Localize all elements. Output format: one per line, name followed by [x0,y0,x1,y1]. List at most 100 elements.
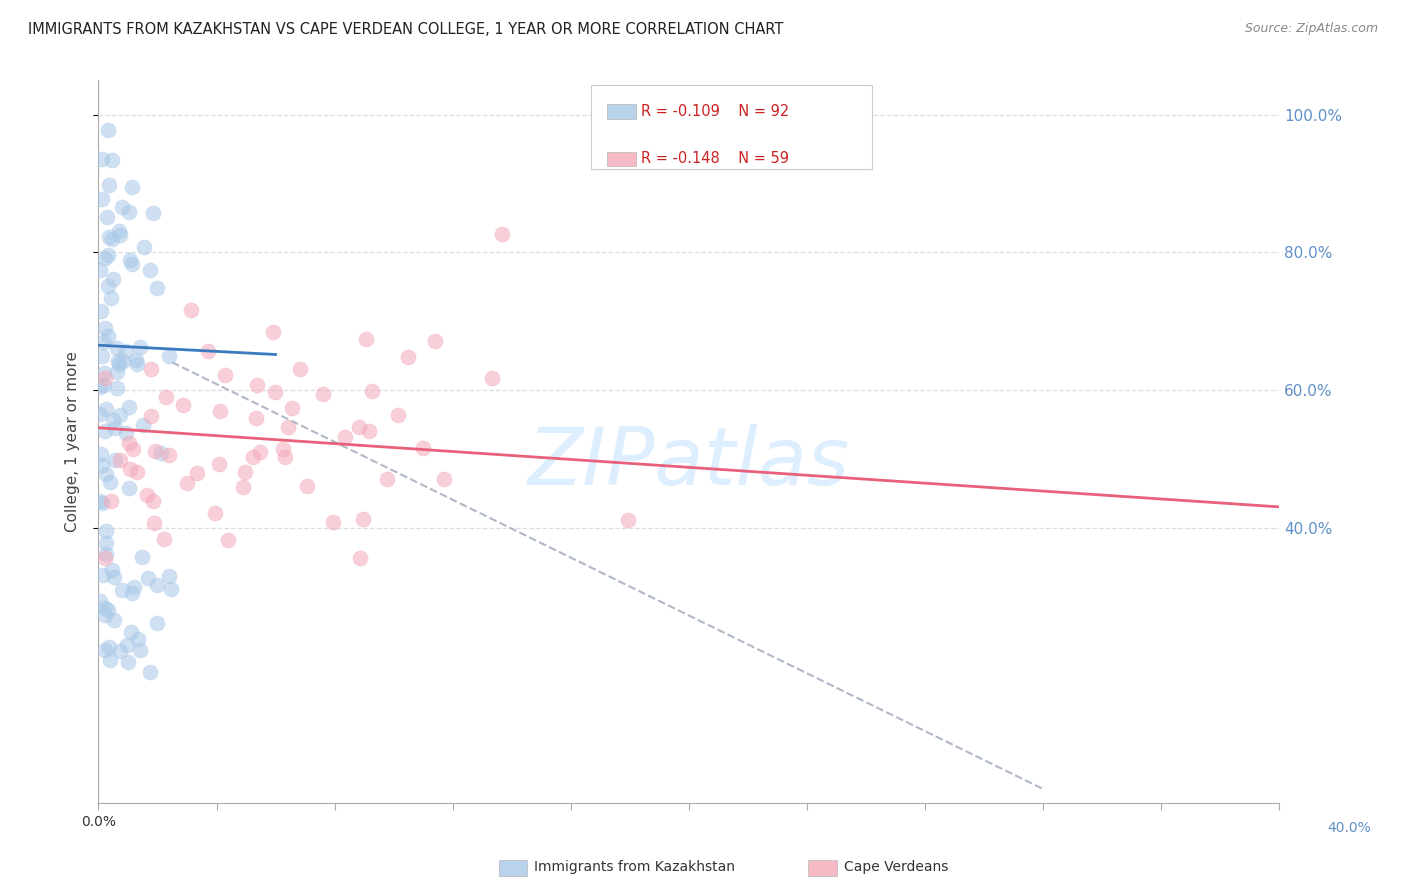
Point [94,607,117,622]
Point [90,496,112,510]
Point [359,424,381,438]
Point [232,480,254,494]
Point [93,377,115,392]
Point [142,516,165,530]
Point [96,467,118,482]
Point [157,349,180,363]
Point [120,252,142,267]
Point [233,465,256,479]
Point [143,444,166,458]
Point [155,390,177,404]
Point [97,178,120,193]
Point [115,638,138,652]
Point [94,371,117,385]
Point [349,551,371,566]
Point [114,425,136,440]
Y-axis label: College, 1 year or more: College, 1 year or more [65,351,80,532]
Point [322,516,344,530]
Point [245,410,267,425]
Point [207,457,229,471]
Point [89,493,111,508]
Point [108,228,131,243]
Point [433,472,456,486]
Point [295,478,318,492]
Point [107,354,129,368]
Point [249,445,271,459]
Point [354,332,377,346]
Point [186,467,208,481]
Point [118,481,141,495]
Text: ZIPatlas: ZIPatlas [527,425,851,502]
Point [150,446,173,460]
Point [121,586,143,600]
Point [93,424,115,438]
Point [115,344,138,359]
Point [96,524,118,538]
Point [214,368,236,383]
Point [89,379,111,393]
Point [127,632,149,646]
Point [90,447,112,461]
Point [271,442,294,456]
Point [125,465,148,479]
Point [100,291,122,305]
Point [111,200,134,214]
Point [375,472,398,486]
Point [217,533,239,547]
Point [120,624,142,639]
Point [94,547,117,561]
Point [277,420,299,434]
Point [172,398,194,412]
Point [105,381,128,395]
Point [103,570,125,584]
Point [617,513,640,527]
Point [101,153,124,167]
Point [111,582,134,597]
Point [129,340,152,354]
Point [281,401,304,416]
Point [105,365,128,379]
Point [157,448,180,462]
Point [94,321,117,335]
Point [288,362,311,376]
Text: Immigrants from Kazakhstan: Immigrants from Kazakhstan [534,860,735,874]
Point [139,362,162,376]
Point [412,441,434,455]
Point [142,206,165,220]
Point [101,272,124,286]
Point [94,251,117,265]
Text: Source: ZipAtlas.com: Source: ZipAtlas.com [1244,22,1378,36]
Point [91,192,114,206]
Point [423,334,446,348]
Point [139,665,162,679]
Point [132,418,155,433]
Point [347,419,370,434]
Point [396,350,419,364]
Point [125,357,148,371]
Point [93,335,115,350]
Point [135,488,157,502]
Point [108,357,131,371]
Point [274,450,297,465]
Point [97,603,120,617]
Point [90,304,112,318]
Point [146,615,169,630]
Point [122,581,145,595]
Point [264,385,287,400]
Point [246,378,269,392]
Point [124,353,146,368]
Point [108,224,131,238]
Point [100,493,122,508]
Point [142,494,165,508]
Point [139,262,162,277]
Point [118,205,141,219]
Point [110,453,132,467]
Point [89,263,111,277]
Point [157,569,180,583]
Point [312,387,335,401]
Point [132,240,155,254]
Point [121,180,143,194]
Point [108,643,131,657]
Text: IMMIGRANTS FROM KAZAKHSTAN VS CAPE VERDEAN COLLEGE, 1 YEAR OR MORE CORRELATION C: IMMIGRANTS FROM KAZAKHSTAN VS CAPE VERDE… [28,22,783,37]
Point [122,442,145,456]
